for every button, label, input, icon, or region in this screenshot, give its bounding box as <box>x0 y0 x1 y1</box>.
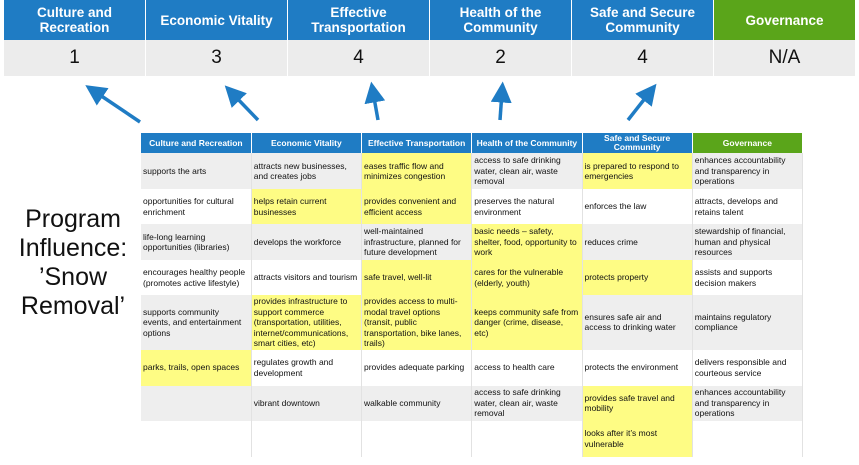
table-cell <box>251 420 363 457</box>
table-cell: delivers responsible and courteous servi… <box>692 349 804 386</box>
table-row: life-long learning opportunities (librar… <box>141 224 804 260</box>
table-cell: access to health care <box>471 349 583 386</box>
table-row: encourages healthy people (promotes acti… <box>141 260 804 295</box>
program-influence-label: Program Influence: ’Snow Removal’ <box>18 205 128 320</box>
table-cell: provides convenient and efficient access <box>361 189 473 224</box>
arrow-icon <box>364 81 386 121</box>
table-cell: maintains regulatory compliance <box>692 295 804 350</box>
table-cell: regulates growth and development <box>251 349 363 386</box>
category-table: Culture and Recreation Economic Vitality E… <box>141 133 804 457</box>
table-cell: is prepared to respond to emergencies <box>582 153 693 189</box>
table-cell: encourages healthy people (promotes acti… <box>141 260 252 295</box>
table-cell: keeps community safe from danger (crime,… <box>471 295 583 350</box>
table-cell: safe travel, well-lit <box>361 260 473 295</box>
table-cell: walkable community <box>361 385 473 421</box>
category-header: Effective Transportation <box>288 0 430 40</box>
table-cell: looks after it’s most vulnerable <box>582 420 693 457</box>
table-row: parks, trails, open spaces regulates grow… <box>141 349 804 386</box>
table-cell: reduces crime <box>582 224 693 260</box>
category-header: Economic Vitality <box>146 0 288 40</box>
table-row: opportunities for cultural enrichment hel… <box>141 189 804 224</box>
arrow-icon <box>85 85 141 124</box>
table-cell: protects property <box>582 260 693 295</box>
table-cell: life-long learning opportunities (librar… <box>141 224 252 260</box>
table-cell: provides infrastructure to support comme… <box>251 295 363 350</box>
category-header: Culture and Recreation <box>4 0 146 40</box>
table-cell: attracts, develops and retains talent <box>692 189 804 224</box>
table-cell: cares for the vulnerable (elderly, youth… <box>471 260 583 295</box>
table-cell: parks, trails, open spaces <box>141 349 252 386</box>
arrow-icon <box>490 81 512 121</box>
table-cell: attracts visitors and tourism <box>251 260 363 295</box>
table-cell: protects the environment <box>582 349 693 386</box>
table-cell: assists and supports decision makers <box>692 260 804 295</box>
table-cell: well-maintained infrastructure, planned … <box>361 224 473 260</box>
table-cell <box>141 420 252 457</box>
table-cell <box>141 385 252 421</box>
category-score: N/A <box>714 40 856 76</box>
category-score: 1 <box>4 40 146 76</box>
table-header: Economic Vitality <box>251 133 363 153</box>
table-cell: attracts new businesses, and creates job… <box>251 153 363 189</box>
table-cell: preserves the natural environment <box>471 189 583 224</box>
table-header: Culture and Recreation <box>141 133 252 153</box>
table-cell: provides safe travel and mobility <box>582 385 693 421</box>
table-cell: stewardship of financial, human and phys… <box>692 224 804 260</box>
table-header: Safe and Secure Community <box>582 133 693 153</box>
table-cell <box>361 420 473 457</box>
table-row: vibrant downtown walkable community access… <box>141 385 804 421</box>
category-score: 4 <box>288 40 430 76</box>
category-score: 2 <box>430 40 572 76</box>
table-cell: access to safe drinking water, clean air… <box>471 153 583 189</box>
table-cell: enhances accountability and transparency… <box>692 153 804 189</box>
category-score: 3 <box>146 40 288 76</box>
arrow-icon <box>626 83 657 122</box>
arrow-icon <box>224 85 260 122</box>
arrows <box>85 81 657 124</box>
table-cell: provides adequate parking <box>361 349 473 386</box>
table-cell: opportunities for cultural enrichment <box>141 189 252 224</box>
table-header: Effective Transportation <box>361 133 473 153</box>
table-cell <box>471 420 583 457</box>
table-cell: helps retain current businesses <box>251 189 363 224</box>
table-cell: enforces the law <box>582 189 693 224</box>
table-header: Health of the Community <box>471 133 583 153</box>
category-score: 4 <box>572 40 714 76</box>
table-cell: access to safe drinking water, clean air… <box>471 385 583 421</box>
table-cell <box>692 420 804 457</box>
table-cell: ensures safe air and access to drinking … <box>582 295 693 350</box>
table-cell: develops the workforce <box>251 224 363 260</box>
table-row: supports the arts attracts new businesses… <box>141 153 804 189</box>
category-header: Health of the Community <box>430 0 572 40</box>
table-cell: supports the arts <box>141 153 252 189</box>
table-row: supports community events, and entertain… <box>141 295 804 350</box>
table-row: looks after it’s most vulnerable <box>141 420 804 457</box>
table-cell: supports community events, and entertain… <box>141 295 252 350</box>
table-cell: provides access to multi-modal travel op… <box>361 295 473 350</box>
table-cell: basic needs – safety, shelter, food, opp… <box>471 224 583 260</box>
category-header: Safe and Secure Community <box>572 0 714 40</box>
table-cell: eases traffic flow and minimizes congest… <box>361 153 473 189</box>
table-cell: vibrant downtown <box>251 385 363 421</box>
table-cell: enhances accountability and transparency… <box>692 385 804 421</box>
category-header: Governance <box>714 0 856 40</box>
table-header: Governance <box>692 133 804 153</box>
category-scores: Culture and Recreation Economic Vitality E… <box>4 0 856 76</box>
